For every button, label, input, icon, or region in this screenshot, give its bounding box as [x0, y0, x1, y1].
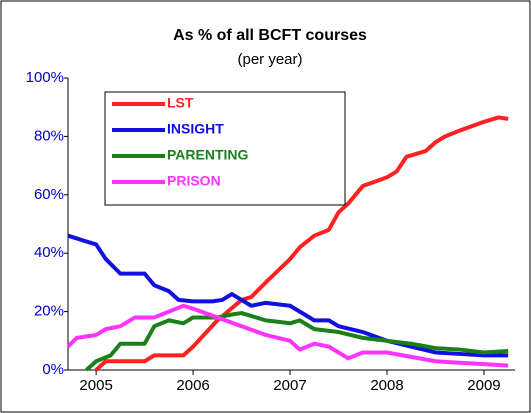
- x-tick-label: 2005: [79, 377, 112, 394]
- y-tick-label: 100%: [26, 69, 64, 86]
- chart-subtitle: (per year): [237, 51, 302, 68]
- legend-label: LST: [167, 95, 194, 111]
- y-tick-label: 80%: [34, 127, 64, 144]
- x-tick-label: 2009: [467, 377, 500, 394]
- legend-box: [104, 91, 346, 206]
- y-tick-label: 40%: [34, 244, 64, 261]
- legend-label: INSIGHT: [167, 121, 224, 137]
- series-line: [66, 303, 509, 368]
- legend-label: PRISON: [167, 173, 221, 189]
- series-line: [94, 115, 509, 372]
- legend-label: PARENTING: [167, 147, 249, 163]
- series-line: [85, 311, 509, 372]
- y-tick-label: 0%: [42, 361, 64, 378]
- y-tick-label: 20%: [34, 303, 64, 320]
- chart-title: As % of all BCFT courses: [173, 27, 367, 44]
- x-tick-label: 2007: [273, 377, 306, 394]
- y-tick-label: 60%: [34, 186, 64, 203]
- x-tick-label: 2008: [370, 377, 403, 394]
- x-tick-label: 2006: [176, 377, 209, 394]
